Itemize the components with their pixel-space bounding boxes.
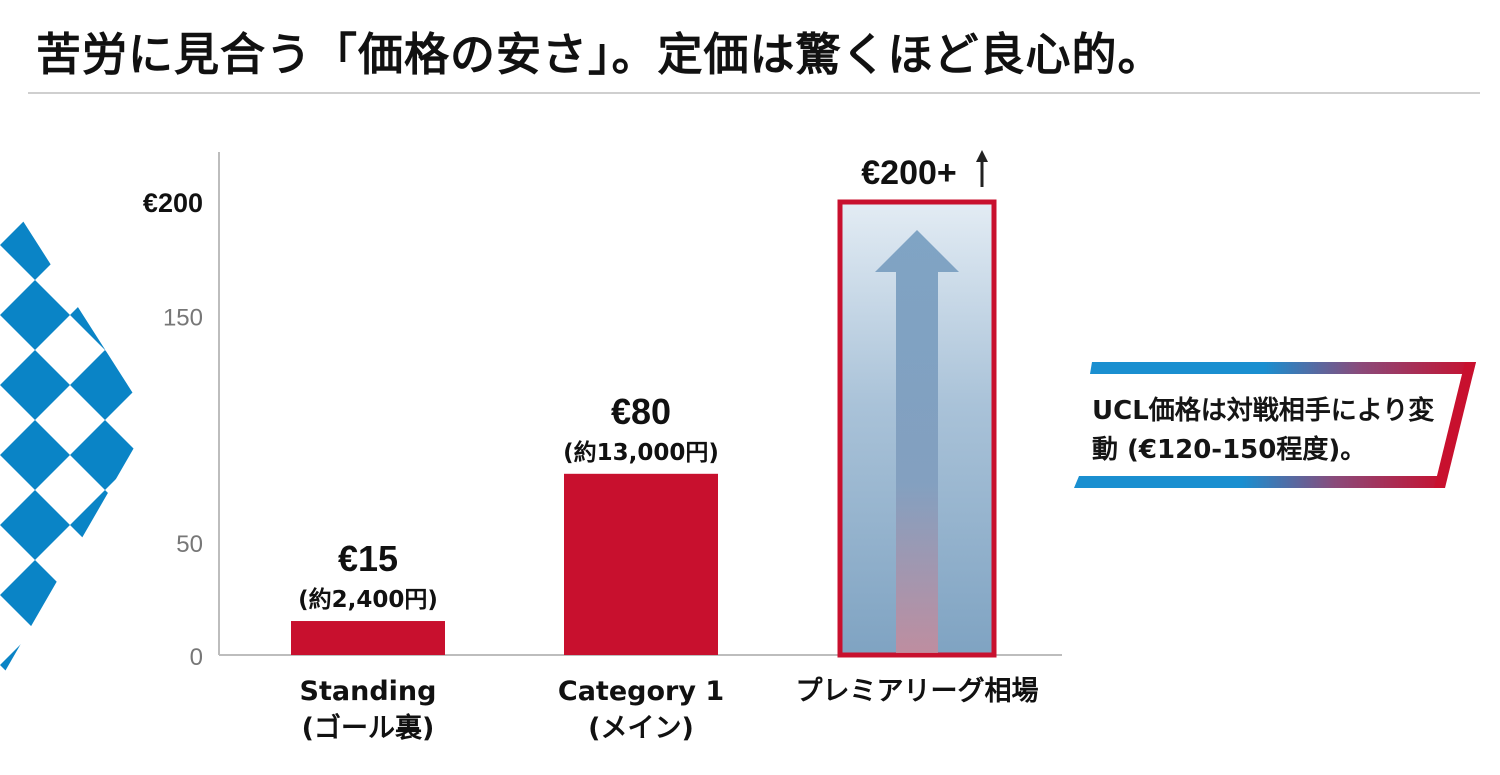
value-label: €200+ [861, 154, 957, 192]
up-arrow-head-icon [976, 150, 988, 162]
page-title: 苦労に見合う「価格の安さ」。定価は驚くほど良心的。 [36, 28, 1164, 81]
y-tick-label: 0 [190, 644, 203, 671]
value-label: €15 [338, 538, 398, 579]
value-label: €80 [611, 391, 671, 432]
title-divider [28, 92, 1480, 94]
y-tick-label: 150 [163, 304, 203, 331]
annotation-box [1074, 362, 1476, 488]
bar [291, 621, 445, 655]
y-tick-label: 50 [176, 531, 203, 558]
category-label: Category 1 [558, 676, 724, 707]
sub-label: (約13,000円) [563, 439, 719, 466]
category-label: プレミアリーグ相場 [796, 675, 1039, 707]
y-tick-label: €200 [143, 188, 203, 218]
annotation-text: UCL価格は対戦相手により変動 (€120-150程度)。 [1092, 396, 1435, 465]
increase-arrow-icon [875, 230, 959, 653]
category-label: (メイン) [588, 713, 694, 744]
category-label: Standing [300, 676, 437, 707]
decorative-diamond-pattern [0, 185, 150, 680]
bar [564, 473, 718, 655]
category-label: (ゴール裏) [302, 712, 435, 744]
sub-label: (約2,400円) [298, 586, 438, 613]
